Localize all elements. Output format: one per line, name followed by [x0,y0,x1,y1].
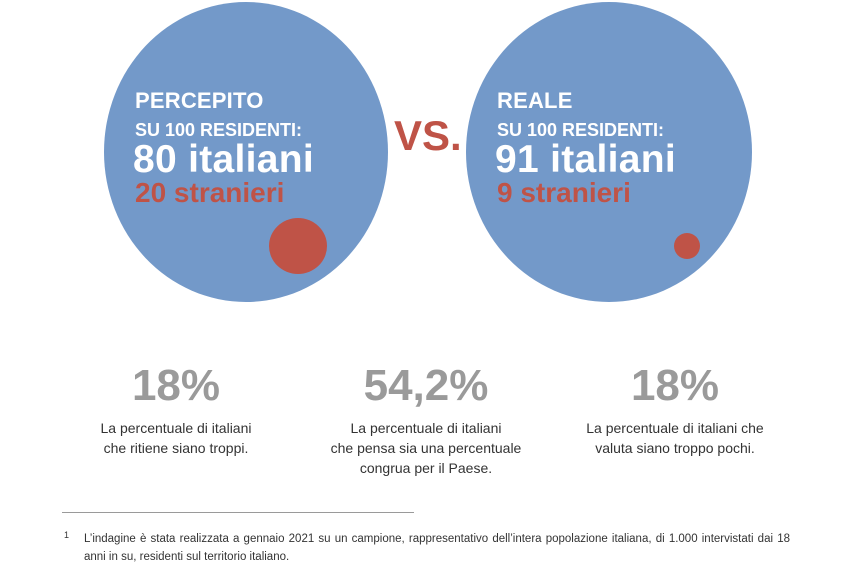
stat-description: La percentuale di italiani che valuta si… [545,418,805,458]
stat-line: La percentuale di italiani [350,420,502,436]
stat-value: 18% [630,361,720,410]
real-circle [466,2,752,302]
perceived-circle [104,2,388,302]
stat-line: La percentuale di italiani [100,420,252,436]
real-foreigners-dot [674,233,700,259]
stat-line: La percentuale di italiani che [586,420,764,436]
footnote-text: L’indagine è stata realizzata a gennaio … [84,533,790,563]
real-heading: REALE [497,88,573,113]
stat-appropriate: 54,2% La percentuale di italiani che pen… [296,360,556,478]
footnote-marker: 1 [64,530,70,540]
perceived-italians: 80 italiani [133,138,315,181]
stat-value: 54,2% [363,361,489,410]
stat-value: 18% [131,361,221,410]
stat-line: che pensa sia una percentuale [330,440,522,456]
real-italians: 91 italiani [495,138,677,181]
real-foreigners: 9 stranieri [497,177,631,208]
footnote-divider [62,512,414,513]
perceived-subheading: SU 100 RESIDENTI: [135,120,303,140]
stat-line: che ritiene siano troppi. [103,440,249,456]
stat-too-many: 18% La percentuale di italiani che ritie… [46,360,306,458]
stat-too-few: 18% La percentuale di italiani che valut… [545,360,805,458]
stat-description: La percentuale di italiani che ritiene s… [46,418,306,458]
real-subheading: SU 100 RESIDENTI: [497,120,665,140]
perceived-heading: PERCEPITO [135,88,264,113]
versus-label: VS. [394,112,462,159]
perceived-foreigners: 20 stranieri [135,177,285,208]
stat-line: valuta siano troppo pochi. [595,440,755,456]
perceived-foreigners-dot [269,218,327,274]
stat-description: La percentuale di italiani che pensa sia… [296,418,556,478]
stat-line: congrua per il Paese. [359,460,493,476]
